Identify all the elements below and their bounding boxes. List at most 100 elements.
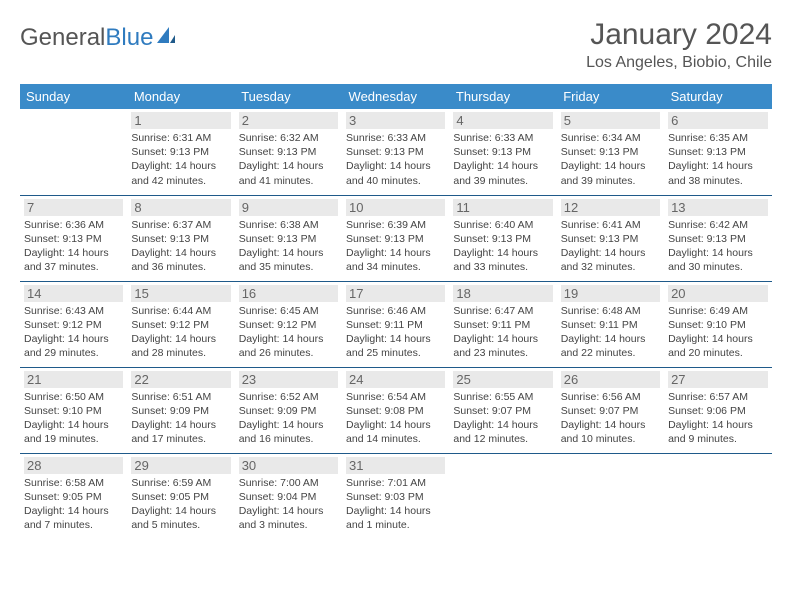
weekday-header: Monday [127, 84, 234, 109]
day-cell: 16Sunrise: 6:45 AMSunset: 9:12 PMDayligh… [235, 281, 342, 367]
day-cell: 9 Sunrise: 6:38 AMSunset: 9:13 PMDaylight… [235, 195, 342, 281]
day-number: 24 [346, 371, 445, 388]
day-cell: 5 Sunrise: 6:34 AMSunset: 9:13 PMDaylight… [557, 109, 664, 195]
day-info: Sunrise: 6:40 AMSunset: 9:13 PMDaylight:… [453, 218, 552, 275]
day-cell: 14Sunrise: 6:43 AMSunset: 9:12 PMDayligh… [20, 281, 127, 367]
weekday-header: Thursday [449, 84, 556, 109]
day-cell: 7 Sunrise: 6:36 AMSunset: 9:13 PMDaylight… [20, 195, 127, 281]
day-number: 12 [561, 199, 660, 216]
day-cell: 24 Sunrise: 6:54 AMSunset: 9:08 PMDayligh… [342, 367, 449, 453]
day-cell: 12 Sunrise: 6:41 AMSunset: 9:13 PMDayligh… [557, 195, 664, 281]
day-cell: 1 Sunrise: 6:31 AMSunset: 9:13 PMDaylight… [127, 109, 234, 195]
day-info: Sunrise: 6:42 AMSunset: 9:13 PMDaylight:… [668, 218, 767, 275]
day-cell: 21 Sunrise: 6:50 AMSunset: 9:10 PMDayligh… [20, 367, 127, 453]
day-number: 25 [453, 371, 552, 388]
day-number: 15 [131, 285, 230, 302]
header: GeneralBlue January 2024 Los Angeles, Bi… [20, 18, 772, 72]
calendar-row: 28 Sunrise: 6:58 AMSunset: 9:05 PMDayligh… [20, 453, 772, 539]
calendar-table: SundayMondayTuesdayWednesdayThursdayFrid… [20, 84, 772, 539]
day-number: 21 [24, 371, 123, 388]
weekday-header: Wednesday [342, 84, 449, 109]
day-cell: 31 Sunrise: 7:01 AMSunset: 9:03 PMDayligh… [342, 453, 449, 539]
day-cell: 25 Sunrise: 6:55 AMSunset: 9:07 PMDayligh… [449, 367, 556, 453]
day-info: Sunrise: 6:34 AMSunset: 9:13 PMDaylight:… [561, 131, 660, 188]
empty-cell [449, 453, 556, 539]
day-info: Sunrise: 6:41 AMSunset: 9:13 PMDaylight:… [561, 218, 660, 275]
brand-logo: GeneralBlue [20, 24, 177, 52]
day-info: Sunrise: 6:35 AMSunset: 9:13 PMDaylight:… [668, 131, 767, 188]
day-number: 1 [131, 112, 230, 129]
day-cell: 27 Sunrise: 6:57 AMSunset: 9:06 PMDayligh… [664, 367, 771, 453]
day-info: Sunrise: 6:56 AMSunset: 9:07 PMDaylight:… [561, 390, 660, 447]
empty-cell [557, 453, 664, 539]
day-number: 17 [346, 285, 445, 302]
brand-text: GeneralBlue [20, 24, 153, 52]
day-number: 8 [131, 199, 230, 216]
day-info: Sunrise: 6:31 AMSunset: 9:13 PMDaylight:… [131, 131, 230, 188]
day-cell: 26 Sunrise: 6:56 AMSunset: 9:07 PMDayligh… [557, 367, 664, 453]
day-info: Sunrise: 6:52 AMSunset: 9:09 PMDaylight:… [239, 390, 338, 447]
day-number: 4 [453, 112, 552, 129]
weekday-header: Friday [557, 84, 664, 109]
day-info: Sunrise: 7:00 AMSunset: 9:04 PMDaylight:… [239, 476, 338, 533]
calendar-row: 1 Sunrise: 6:31 AMSunset: 9:13 PMDaylight… [20, 109, 772, 195]
day-number: 7 [24, 199, 123, 216]
day-number: 30 [239, 457, 338, 474]
day-number: 14 [24, 285, 123, 302]
day-info: Sunrise: 6:38 AMSunset: 9:13 PMDaylight:… [239, 218, 338, 275]
month-title: January 2024 [586, 18, 772, 52]
day-cell: 2 Sunrise: 6:32 AMSunset: 9:13 PMDaylight… [235, 109, 342, 195]
day-cell: 13 Sunrise: 6:42 AMSunset: 9:13 PMDayligh… [664, 195, 771, 281]
day-cell: 17 Sunrise: 6:46 AMSunset: 9:11 PMDayligh… [342, 281, 449, 367]
day-info: Sunrise: 6:36 AMSunset: 9:13 PMDaylight:… [24, 218, 123, 275]
day-info: Sunrise: 6:55 AMSunset: 9:07 PMDaylight:… [453, 390, 552, 447]
calendar-row: 7 Sunrise: 6:36 AMSunset: 9:13 PMDaylight… [20, 195, 772, 281]
day-number: 11 [453, 199, 552, 216]
day-number: 19 [561, 285, 660, 302]
title-block: January 2024 Los Angeles, Biobio, Chile [586, 18, 772, 72]
day-cell: 19Sunrise: 6:48 AMSunset: 9:11 PMDayligh… [557, 281, 664, 367]
day-cell: 30 Sunrise: 7:00 AMSunset: 9:04 PMDayligh… [235, 453, 342, 539]
day-number: 9 [239, 199, 338, 216]
day-info: Sunrise: 6:50 AMSunset: 9:10 PMDaylight:… [24, 390, 123, 447]
empty-cell [20, 109, 127, 195]
calendar-row: 21 Sunrise: 6:50 AMSunset: 9:10 PMDayligh… [20, 367, 772, 453]
day-info: Sunrise: 6:58 AMSunset: 9:05 PMDaylight:… [24, 476, 123, 533]
day-info: Sunrise: 6:46 AMSunset: 9:11 PMDaylight:… [346, 304, 445, 361]
day-info: Sunrise: 6:33 AMSunset: 9:13 PMDaylight:… [346, 131, 445, 188]
day-info: Sunrise: 6:51 AMSunset: 9:09 PMDaylight:… [131, 390, 230, 447]
day-cell: 10Sunrise: 6:39 AMSunset: 9:13 PMDayligh… [342, 195, 449, 281]
day-info: Sunrise: 6:47 AMSunset: 9:11 PMDaylight:… [453, 304, 552, 361]
day-number: 2 [239, 112, 338, 129]
day-number: 27 [668, 371, 767, 388]
day-info: Sunrise: 6:49 AMSunset: 9:10 PMDaylight:… [668, 304, 767, 361]
day-info: Sunrise: 6:32 AMSunset: 9:13 PMDaylight:… [239, 131, 338, 188]
empty-cell [664, 453, 771, 539]
day-number: 28 [24, 457, 123, 474]
calendar-row: 14Sunrise: 6:43 AMSunset: 9:12 PMDayligh… [20, 281, 772, 367]
day-info: Sunrise: 6:33 AMSunset: 9:13 PMDaylight:… [453, 131, 552, 188]
location: Los Angeles, Biobio, Chile [586, 54, 772, 72]
day-number: 26 [561, 371, 660, 388]
day-number: 18 [453, 285, 552, 302]
day-number: 31 [346, 457, 445, 474]
weekday-header: Saturday [664, 84, 771, 109]
day-cell: 20Sunrise: 6:49 AMSunset: 9:10 PMDayligh… [664, 281, 771, 367]
day-number: 5 [561, 112, 660, 129]
day-cell: 23 Sunrise: 6:52 AMSunset: 9:09 PMDayligh… [235, 367, 342, 453]
day-cell: 28 Sunrise: 6:58 AMSunset: 9:05 PMDayligh… [20, 453, 127, 539]
day-cell: 22Sunrise: 6:51 AMSunset: 9:09 PMDayligh… [127, 367, 234, 453]
day-number: 13 [668, 199, 767, 216]
day-cell: 18 Sunrise: 6:47 AMSunset: 9:11 PMDayligh… [449, 281, 556, 367]
calendar-body: 1 Sunrise: 6:31 AMSunset: 9:13 PMDaylight… [20, 109, 772, 539]
day-info: Sunrise: 6:59 AMSunset: 9:05 PMDaylight:… [131, 476, 230, 533]
brand-sail-icon [155, 25, 177, 47]
day-number: 16 [239, 285, 338, 302]
day-info: Sunrise: 6:57 AMSunset: 9:06 PMDaylight:… [668, 390, 767, 447]
day-info: Sunrise: 6:54 AMSunset: 9:08 PMDaylight:… [346, 390, 445, 447]
day-number: 10 [346, 199, 445, 216]
day-cell: 4 Sunrise: 6:33 AMSunset: 9:13 PMDaylight… [449, 109, 556, 195]
day-info: Sunrise: 7:01 AMSunset: 9:03 PMDaylight:… [346, 476, 445, 533]
day-info: Sunrise: 6:44 AMSunset: 9:12 PMDaylight:… [131, 304, 230, 361]
day-number: 23 [239, 371, 338, 388]
